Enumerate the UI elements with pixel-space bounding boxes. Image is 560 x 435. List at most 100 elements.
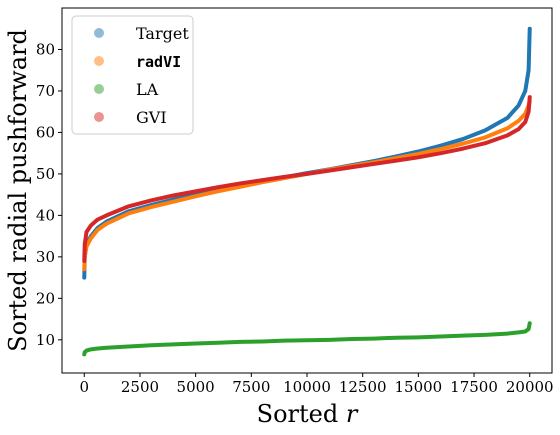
data-point: [305, 172, 309, 176]
series-layer: [82, 26, 532, 357]
data-point: [461, 334, 465, 338]
data-point: [83, 242, 87, 247]
data-point: [394, 336, 398, 340]
data-point: [149, 205, 153, 209]
data-point: [461, 142, 465, 146]
data-point: [82, 267, 86, 271]
y-tick-label: 60: [36, 123, 55, 141]
x-tick-label: 12500: [339, 378, 387, 396]
y-tick-label: 70: [36, 82, 55, 100]
data-point: [516, 103, 521, 108]
data-point: [372, 336, 376, 341]
data-point: [327, 168, 331, 173]
data-point: [483, 333, 487, 337]
data-point: [523, 89, 527, 93]
data-point: [394, 159, 398, 163]
data-point: [238, 340, 242, 344]
data-point: [260, 178, 265, 182]
x-tick-label: 2500: [121, 378, 159, 396]
data-point: [372, 162, 376, 166]
data-point: [82, 259, 86, 263]
data-point: [89, 223, 93, 227]
data-point: [416, 155, 420, 159]
data-point: [523, 120, 527, 124]
y-tick-label: 30: [36, 248, 55, 266]
legend-label: Target: [136, 24, 189, 43]
x-tick-label: 20000: [506, 378, 554, 396]
x-tick-label: 7500: [232, 378, 270, 396]
y-tick-label: 40: [36, 206, 55, 224]
data-point: [84, 230, 89, 234]
data-point: [194, 341, 198, 346]
data-point: [416, 335, 420, 339]
data-point: [89, 347, 93, 351]
data-point: [439, 147, 443, 151]
data-point: [527, 327, 531, 331]
data-point: [216, 341, 220, 345]
x-tick-label: 0: [79, 378, 89, 396]
data-point: [216, 185, 220, 189]
data-point: [527, 110, 531, 114]
data-point: [516, 127, 521, 131]
legend-marker: [94, 56, 104, 66]
data-point: [104, 222, 109, 226]
data-point: [127, 204, 131, 208]
data-point: [149, 198, 153, 203]
x-tick-label: 10000: [283, 378, 331, 396]
data-point: [528, 27, 532, 31]
data-point: [127, 211, 131, 215]
data-point: [349, 165, 354, 169]
data-point: [416, 152, 420, 156]
legend-marker: [94, 84, 104, 94]
legend-label: LA: [136, 80, 159, 99]
x-tick-label: 15000: [395, 378, 443, 396]
data-point: [84, 349, 89, 353]
series-line: [82, 321, 532, 357]
series-line: [82, 95, 532, 264]
data-point: [528, 95, 532, 99]
data-point: [96, 217, 100, 222]
data-point: [439, 144, 443, 148]
data-point: [483, 135, 487, 140]
data-point: [238, 185, 242, 189]
y-tick-label: 80: [36, 40, 55, 58]
data-point: [96, 346, 100, 351]
data-point: [439, 334, 443, 339]
data-point: [516, 119, 521, 123]
series-gvi: [82, 95, 532, 264]
legend: Target radVI LA GVI: [71, 15, 194, 135]
x-tick-label: 17500: [450, 378, 498, 396]
x-axis-title: Sorted r: [257, 400, 359, 428]
data-point: [216, 189, 220, 193]
legend-label: radVI: [136, 53, 181, 71]
data-point: [349, 337, 354, 341]
data-point: [461, 137, 465, 141]
data-point: [505, 332, 510, 336]
data-point: [523, 329, 527, 334]
data-point: [483, 141, 487, 145]
data-point: [439, 151, 443, 155]
y-tick-label: 10: [36, 331, 55, 349]
data-point: [505, 116, 510, 120]
legend-marker: [94, 28, 104, 38]
data-point: [283, 339, 287, 343]
data-point: [194, 194, 198, 198]
data-point: [238, 181, 242, 186]
data-point: [89, 236, 93, 240]
data-point: [96, 228, 100, 232]
data-point: [171, 342, 175, 346]
data-point: [283, 175, 287, 179]
legend-marker: [94, 112, 104, 122]
data-point: [149, 343, 153, 347]
legend-label: GVI: [136, 108, 167, 127]
data-point: [461, 147, 465, 151]
data-point: [260, 339, 265, 344]
data-point: [527, 68, 531, 72]
legend-box: [71, 15, 194, 135]
data-point: [505, 126, 510, 130]
data-point: [505, 133, 510, 137]
y-axis-title: Sorted radial pushforward: [4, 29, 32, 352]
data-point: [127, 344, 131, 349]
data-point: [516, 330, 521, 334]
